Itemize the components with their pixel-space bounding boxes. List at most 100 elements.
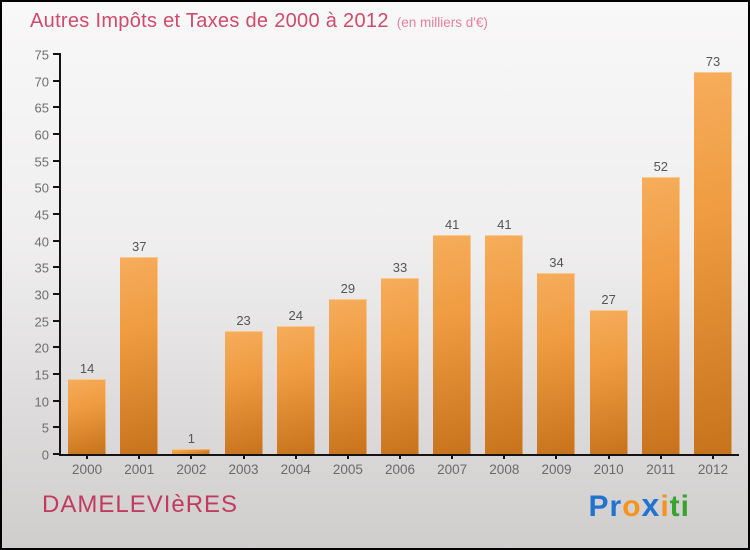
y-axis-tick [53, 453, 61, 455]
x-axis-tick [190, 454, 193, 459]
bar-value-label: 37 [132, 238, 147, 254]
x-axis-label: 2004 [270, 454, 322, 477]
bar [693, 72, 732, 454]
x-axis-tick [555, 454, 558, 459]
bar [433, 235, 472, 454]
bar-value-label: 14 [79, 361, 95, 377]
bar [120, 256, 159, 454]
chart-subtitle: (en milliers d'€) [396, 15, 488, 30]
bar-slot: 41 [478, 54, 530, 454]
x-axis-tick [503, 454, 506, 459]
bar [485, 235, 524, 454]
x-axis-label: 2010 [583, 454, 635, 477]
y-axis-tick [53, 159, 61, 162]
x-axis-tick [294, 454, 297, 459]
bar-value-label: 29 [340, 281, 356, 297]
x-axis-labels: 2000 2001 2002 2003 2004 2005 2006 2007 2008 2009… [61, 454, 739, 477]
x-axis-label: 2007 [426, 454, 478, 477]
x-axis-label: 2009 [530, 454, 582, 477]
bar [641, 176, 680, 454]
y-axis-tick [53, 239, 61, 242]
y-axis-tick [53, 79, 61, 82]
bar [381, 278, 420, 454]
x-axis-label: 2006 [374, 454, 426, 477]
logo-letter: i [680, 490, 690, 523]
x-axis-label: 2000 [61, 454, 113, 477]
y-axis-label: 35 [34, 260, 49, 276]
y-axis-label: 10 [34, 394, 49, 410]
x-axis-label: 2003 [217, 454, 269, 477]
y-axis-tick [53, 319, 61, 322]
y-axis-tick [53, 133, 61, 135]
bar [328, 299, 367, 454]
bar-value-label: 24 [288, 308, 303, 323]
bar-slot: 41 [426, 54, 478, 454]
y-axis-label: 75 [34, 47, 49, 63]
y-axis-label: 70 [34, 74, 49, 90]
x-axis-label: 2002 [165, 454, 217, 477]
y-axis-tick [53, 186, 61, 189]
bar-slot: 23 [217, 54, 269, 454]
x-axis-label: 2012 [687, 454, 739, 477]
bar-slot: 37 [113, 54, 165, 454]
x-axis-tick [242, 454, 245, 459]
bar-slot: 24 [270, 54, 322, 454]
x-axis-tick [399, 454, 402, 459]
y-axis-label: 60 [34, 127, 49, 143]
y-axis-label: 20 [34, 340, 49, 356]
bar-slot: 52 [635, 54, 687, 454]
city-name: DAMELEVIèRES [42, 491, 239, 518]
y-axis-tick [53, 266, 61, 269]
bar-value-label: 27 [601, 292, 616, 307]
x-axis-tick [86, 454, 89, 459]
bar-value-label: 52 [653, 158, 669, 174]
x-axis-label: 2008 [478, 454, 530, 477]
y-axis-label: 5 [41, 420, 49, 436]
logo-letter: i [660, 490, 670, 523]
bar [589, 310, 628, 454]
logo-letter: t [669, 490, 681, 523]
x-axis-tick [138, 454, 141, 459]
y-axis-label: 65 [34, 100, 49, 116]
chart-header: Autres Impôts et Taxes de 2000 à 2012 (en… [30, 10, 488, 33]
x-axis-tick [607, 454, 610, 459]
x-axis-tick [451, 454, 454, 459]
y-axis-label: 0 [41, 447, 49, 463]
bar [276, 326, 315, 454]
bar-value-label: 33 [392, 260, 408, 275]
bar-slot: 14 [61, 54, 113, 454]
bars-container: 14 37 1 23 24 29 33 41 41 34 27 52 73 [61, 54, 739, 454]
bar [224, 331, 263, 454]
bar-slot: 73 [687, 54, 739, 454]
x-axis-tick [711, 454, 714, 459]
x-axis-label: 2001 [113, 454, 165, 477]
bar-slot: 29 [322, 54, 374, 454]
plot-area: 14 37 1 23 24 29 33 41 41 34 27 52 73 0 5 10 15 20 25 30 35… [35, 48, 739, 477]
bar-slot: 1 [165, 54, 217, 454]
x-axis-tick [659, 454, 662, 459]
y-axis-tick [53, 346, 61, 349]
bar-value-label: 23 [236, 313, 251, 329]
x-axis-tick [346, 454, 349, 459]
y-axis-tick [53, 106, 61, 109]
logo-letter: x [641, 487, 661, 523]
y-axis-label: 15 [34, 367, 49, 383]
bar-slot: 27 [583, 54, 635, 454]
logo-letter: r [609, 490, 623, 523]
y-axis-tick [53, 426, 61, 429]
bar [537, 272, 576, 454]
bar-value-label: 34 [549, 254, 564, 270]
bar-value-label: 73 [705, 54, 721, 69]
y-axis-label: 45 [34, 207, 49, 223]
chart-title: Autres Impôts et Taxes de 2000 à 2012 [30, 10, 389, 32]
bar-slot: 33 [374, 54, 426, 454]
y-axis-label: 50 [34, 180, 49, 196]
x-axis-label: 2005 [322, 454, 374, 477]
y-axis-label: 55 [34, 154, 49, 170]
y-axis-label: 40 [34, 234, 49, 250]
bar-value-label: 1 [187, 430, 195, 446]
bar-slot: 34 [530, 54, 582, 454]
bar [68, 379, 107, 454]
y-axis-label: 25 [34, 314, 49, 330]
